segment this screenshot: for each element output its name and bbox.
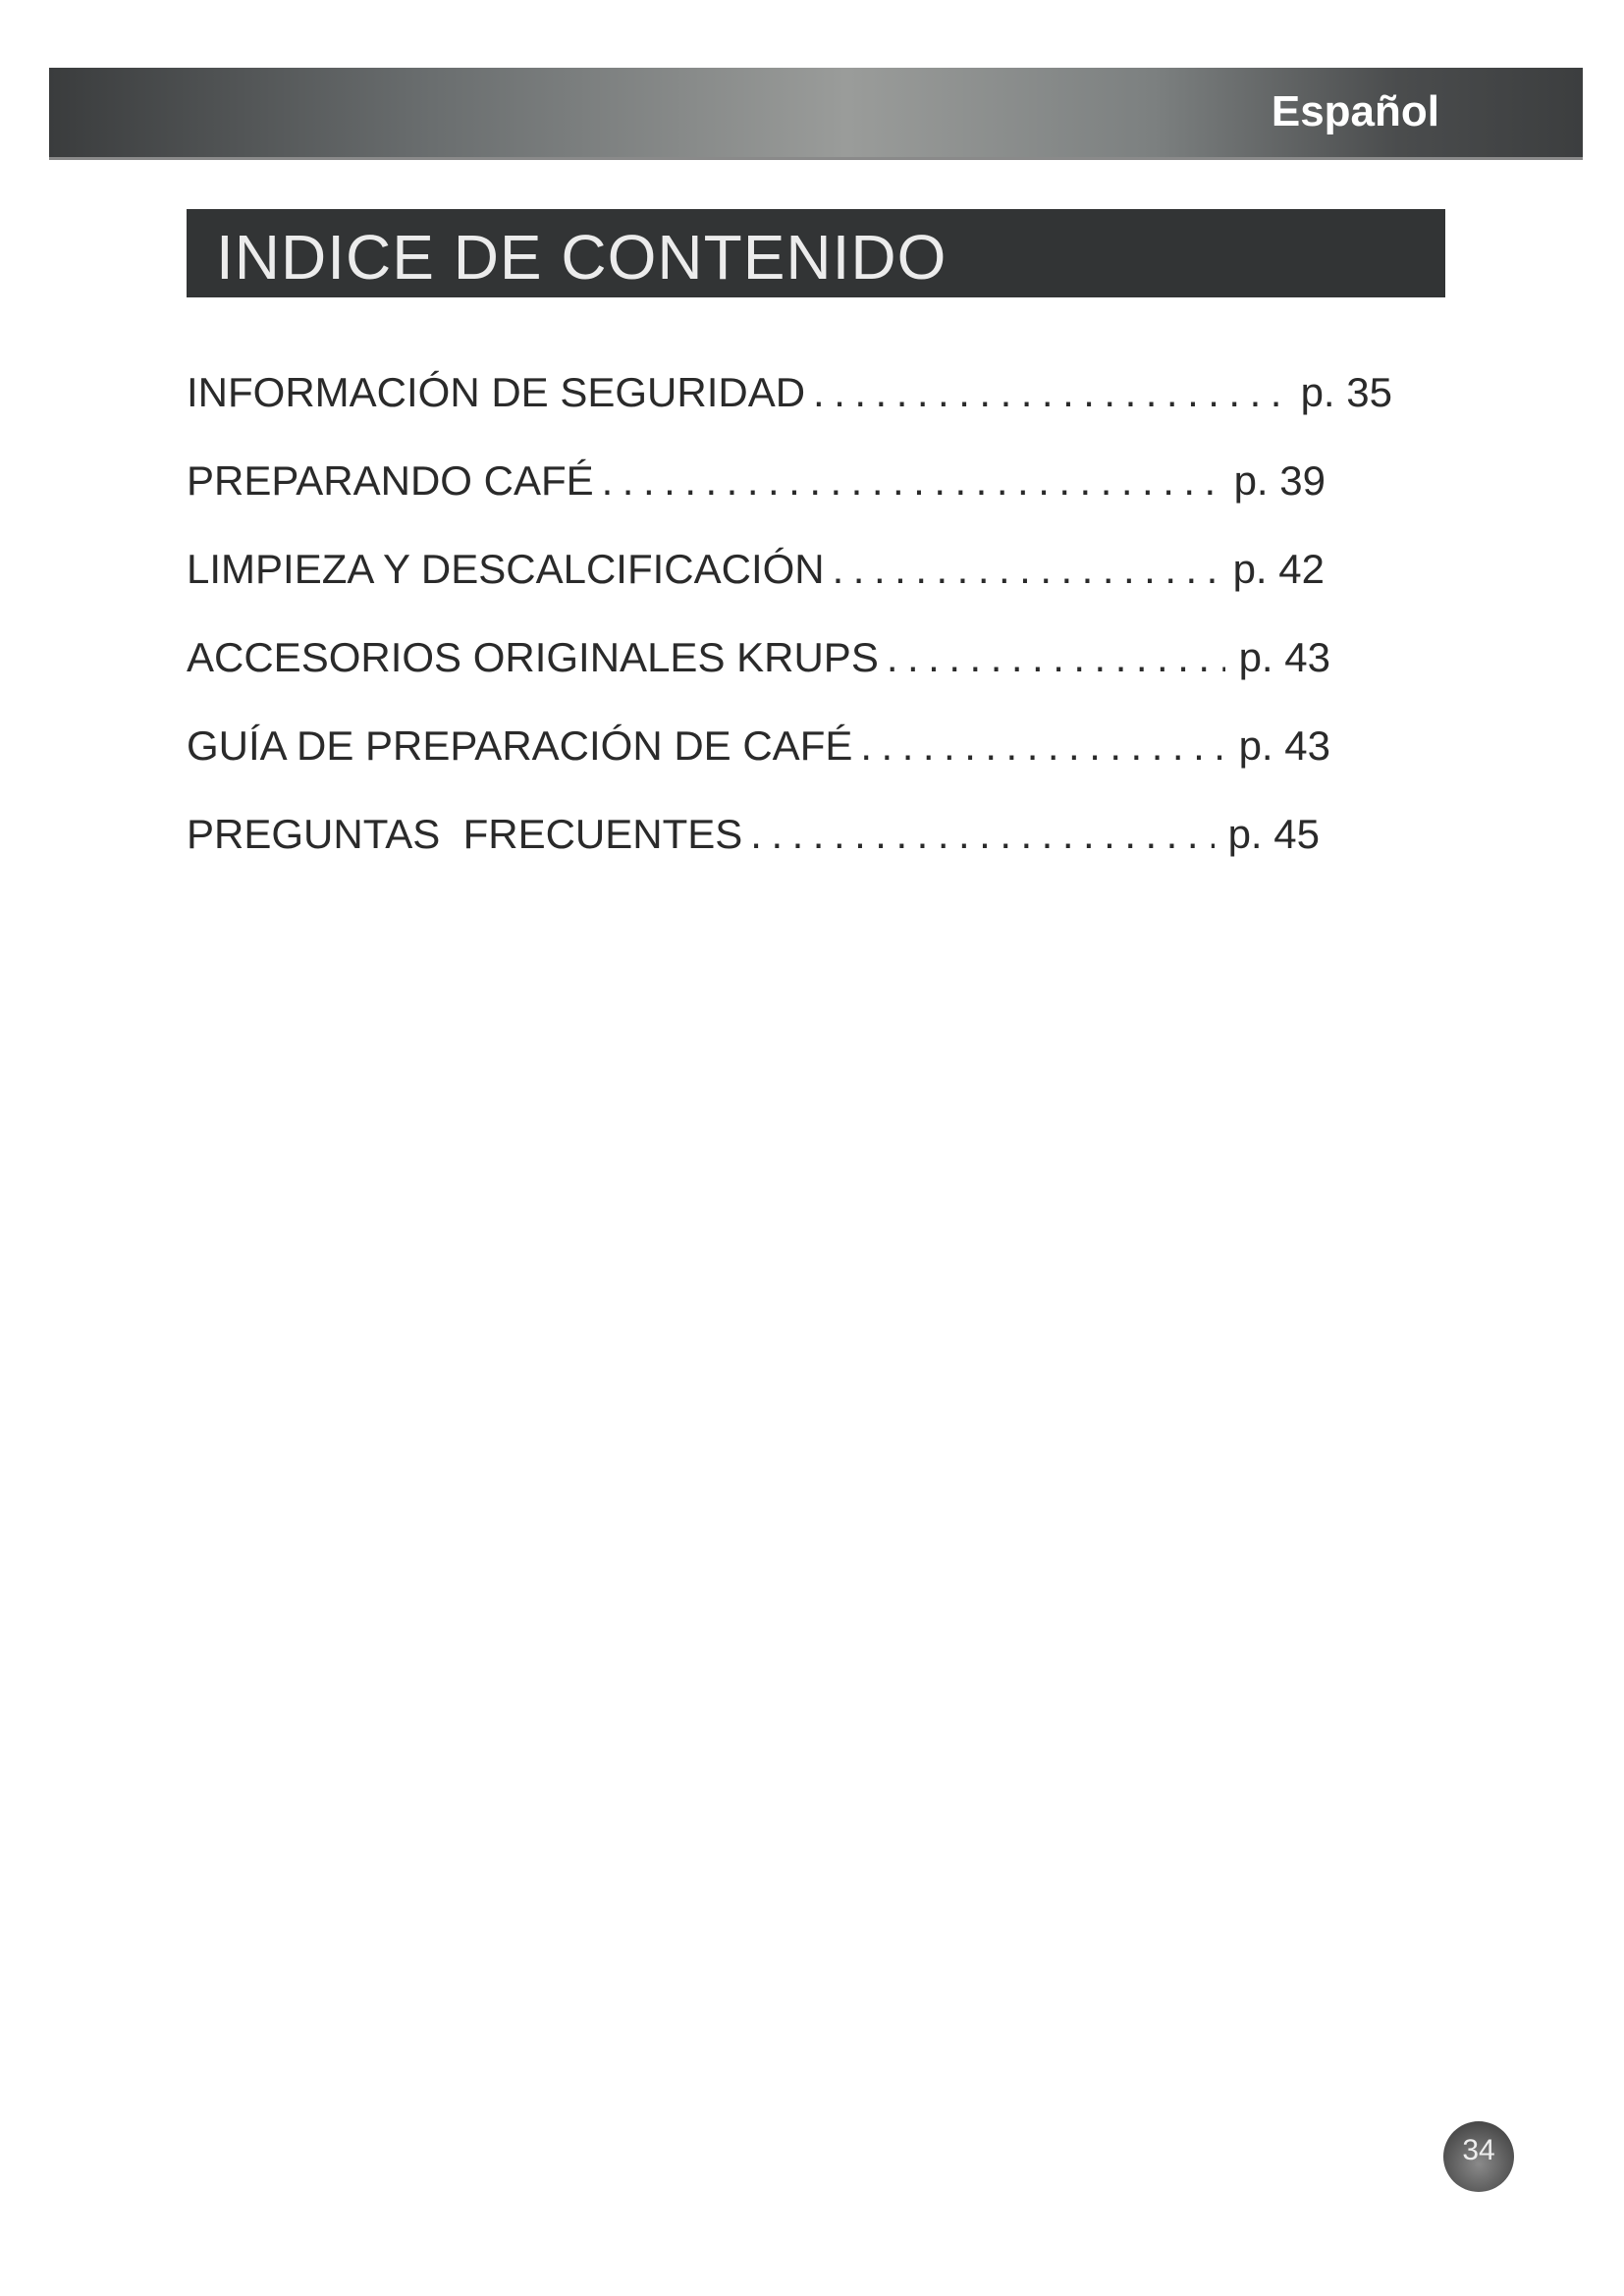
page-title: INDICE DE CONTENIDO [216,222,947,293]
toc-entry[interactable]: ACCESORIOS ORIGINALES KRUPS.............… [187,628,1330,717]
title-box: INDICE DE CONTENIDO [187,209,1445,297]
toc-label: LIMPIEZA Y DESCALCIFICACIÓN [187,546,825,592]
toc-page: p. 35 [1300,369,1392,415]
toc-page: p. 43 [1238,722,1330,769]
dot-leader: ........................................… [601,457,1220,504]
dot-leader: ........................................… [832,546,1219,592]
toc-entry[interactable]: GUÍA DE PREPARACIÓN DE CAFÉ.............… [187,717,1330,805]
dot-leader: ........................................… [860,722,1224,769]
toc-page: p. 39 [1233,457,1326,504]
language-label: Español [1271,87,1439,135]
toc-label: PREGUNTAS FRECUENTES [187,811,743,857]
toc-entry[interactable]: PREPARANDO CAFÉ.........................… [187,452,1326,540]
dot-leader: ........................................… [813,369,1287,415]
toc-page: p. 43 [1238,634,1330,680]
toc-entry[interactable]: PREGUNTAS FRECUENTES....................… [187,805,1320,893]
dot-leader: ........................................… [750,811,1214,857]
toc-page: p. 45 [1227,811,1320,857]
toc-label: ACCESORIOS ORIGINALES KRUPS [187,634,879,680]
toc-entry[interactable]: INFORMACIÓN DE SEGURIDAD................… [187,363,1392,452]
dot-leader: ........................................… [886,634,1225,680]
toc-label: PREPARANDO CAFÉ [187,457,594,504]
toc-label: GUÍA DE PREPARACIÓN DE CAFÉ [187,722,853,769]
page-number-badge: 34 [1443,2121,1514,2192]
toc-page: p. 42 [1232,546,1325,592]
header-banner: Español [49,68,1583,160]
table-of-contents: INFORMACIÓN DE SEGURIDAD................… [187,363,1392,893]
toc-entry[interactable]: LIMPIEZA Y DESCALCIFICACIÓN.............… [187,540,1325,628]
toc-label: INFORMACIÓN DE SEGURIDAD [187,369,806,415]
